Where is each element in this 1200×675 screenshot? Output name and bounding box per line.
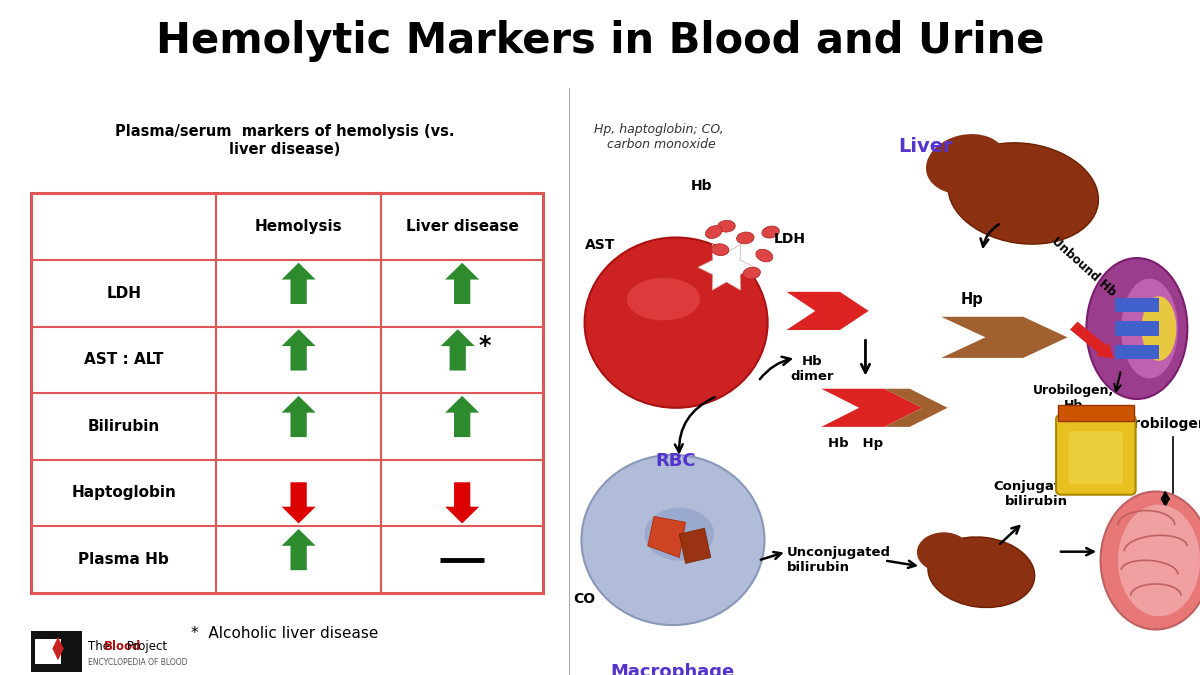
Text: Hb   Hp: Hb Hp (828, 437, 883, 450)
Text: Unconjugated
bilirubin: Unconjugated bilirubin (786, 547, 890, 574)
Bar (31, 194, 544, 593)
Text: Conjugated
bilirubin: Conjugated bilirubin (994, 480, 1079, 508)
Text: Project: Project (124, 641, 168, 653)
Text: Macrophage: Macrophage (611, 664, 736, 675)
Text: Plasma/serum  markers of hemolysis (vs.
liver disease): Plasma/serum markers of hemolysis (vs. l… (115, 124, 454, 157)
Ellipse shape (743, 267, 761, 279)
Polygon shape (821, 389, 923, 427)
Text: *  Alcoholic liver disease: * Alcoholic liver disease (191, 626, 378, 641)
Ellipse shape (926, 134, 1007, 194)
Text: Plasma Hb: Plasma Hb (78, 552, 169, 567)
Polygon shape (698, 244, 755, 290)
Bar (1115, 345, 1159, 359)
Bar (1058, 405, 1134, 421)
Text: Urobilogen,
Hb: Urobilogen, Hb (1033, 384, 1115, 412)
Text: Bilirubin: Bilirubin (88, 419, 160, 434)
Ellipse shape (928, 537, 1034, 608)
Polygon shape (53, 637, 64, 660)
Text: Liver disease: Liver disease (406, 219, 518, 234)
Text: AST : ALT: AST : ALT (84, 352, 163, 367)
Text: Liver: Liver (898, 137, 953, 156)
Ellipse shape (1100, 491, 1200, 630)
Text: Urobilogen: Urobilogen (1122, 417, 1200, 431)
Bar (1115, 321, 1159, 335)
Ellipse shape (1141, 296, 1176, 361)
Ellipse shape (1086, 258, 1187, 399)
Ellipse shape (949, 545, 1025, 590)
FancyBboxPatch shape (1069, 431, 1123, 484)
Ellipse shape (1118, 505, 1200, 616)
Text: Hemolysis: Hemolysis (254, 219, 342, 234)
FancyBboxPatch shape (1056, 415, 1135, 495)
Polygon shape (679, 528, 710, 564)
Ellipse shape (644, 508, 714, 560)
Ellipse shape (756, 250, 773, 261)
Ellipse shape (737, 232, 754, 244)
Ellipse shape (948, 143, 1098, 244)
FancyArrow shape (282, 329, 316, 371)
Text: Haptoglobin: Haptoglobin (71, 485, 176, 500)
Ellipse shape (1121, 279, 1178, 379)
Ellipse shape (979, 166, 1092, 232)
Text: Hb
dimer: Hb dimer (790, 355, 834, 383)
Polygon shape (786, 292, 869, 330)
Text: The: The (88, 641, 114, 653)
Text: Unbound Hb: Unbound Hb (1049, 235, 1118, 299)
FancyArrow shape (1070, 321, 1114, 359)
Bar (41, 639, 55, 664)
FancyArrow shape (445, 482, 479, 524)
Bar (47, 639, 61, 664)
Circle shape (584, 238, 768, 408)
Ellipse shape (706, 226, 722, 238)
FancyArrow shape (282, 482, 316, 524)
Ellipse shape (917, 533, 971, 572)
Text: LDH: LDH (107, 286, 142, 301)
Ellipse shape (626, 278, 700, 321)
Polygon shape (648, 516, 685, 558)
FancyArrow shape (445, 263, 479, 304)
Text: CO: CO (574, 592, 595, 605)
Text: Hb: Hb (691, 180, 712, 194)
FancyArrow shape (282, 529, 316, 570)
Polygon shape (941, 317, 1068, 358)
Ellipse shape (762, 226, 779, 238)
Circle shape (582, 455, 764, 625)
Text: Blood: Blood (103, 641, 140, 653)
Text: RBC: RBC (655, 452, 696, 470)
Ellipse shape (712, 243, 728, 256)
Text: Hp: Hp (960, 292, 983, 307)
Text: Hp, haptoglobin; CO,
 carbon monoxide: Hp, haptoglobin; CO, carbon monoxide (594, 123, 724, 151)
Bar (1115, 298, 1159, 312)
Bar (35, 639, 50, 664)
Text: LDH: LDH (774, 232, 805, 246)
Ellipse shape (718, 220, 736, 232)
Text: AST: AST (586, 238, 616, 252)
Text: Hemolytic Markers in Blood and Urine: Hemolytic Markers in Blood and Urine (156, 20, 1044, 62)
Polygon shape (884, 389, 948, 427)
Text: *: * (478, 334, 491, 358)
FancyArrow shape (282, 396, 316, 437)
Bar (31, 631, 83, 672)
Text: ENCYCLOPEDIA OF BLOOD: ENCYCLOPEDIA OF BLOOD (88, 657, 187, 667)
FancyArrow shape (282, 263, 316, 304)
FancyArrow shape (440, 329, 475, 371)
FancyArrow shape (445, 396, 479, 437)
